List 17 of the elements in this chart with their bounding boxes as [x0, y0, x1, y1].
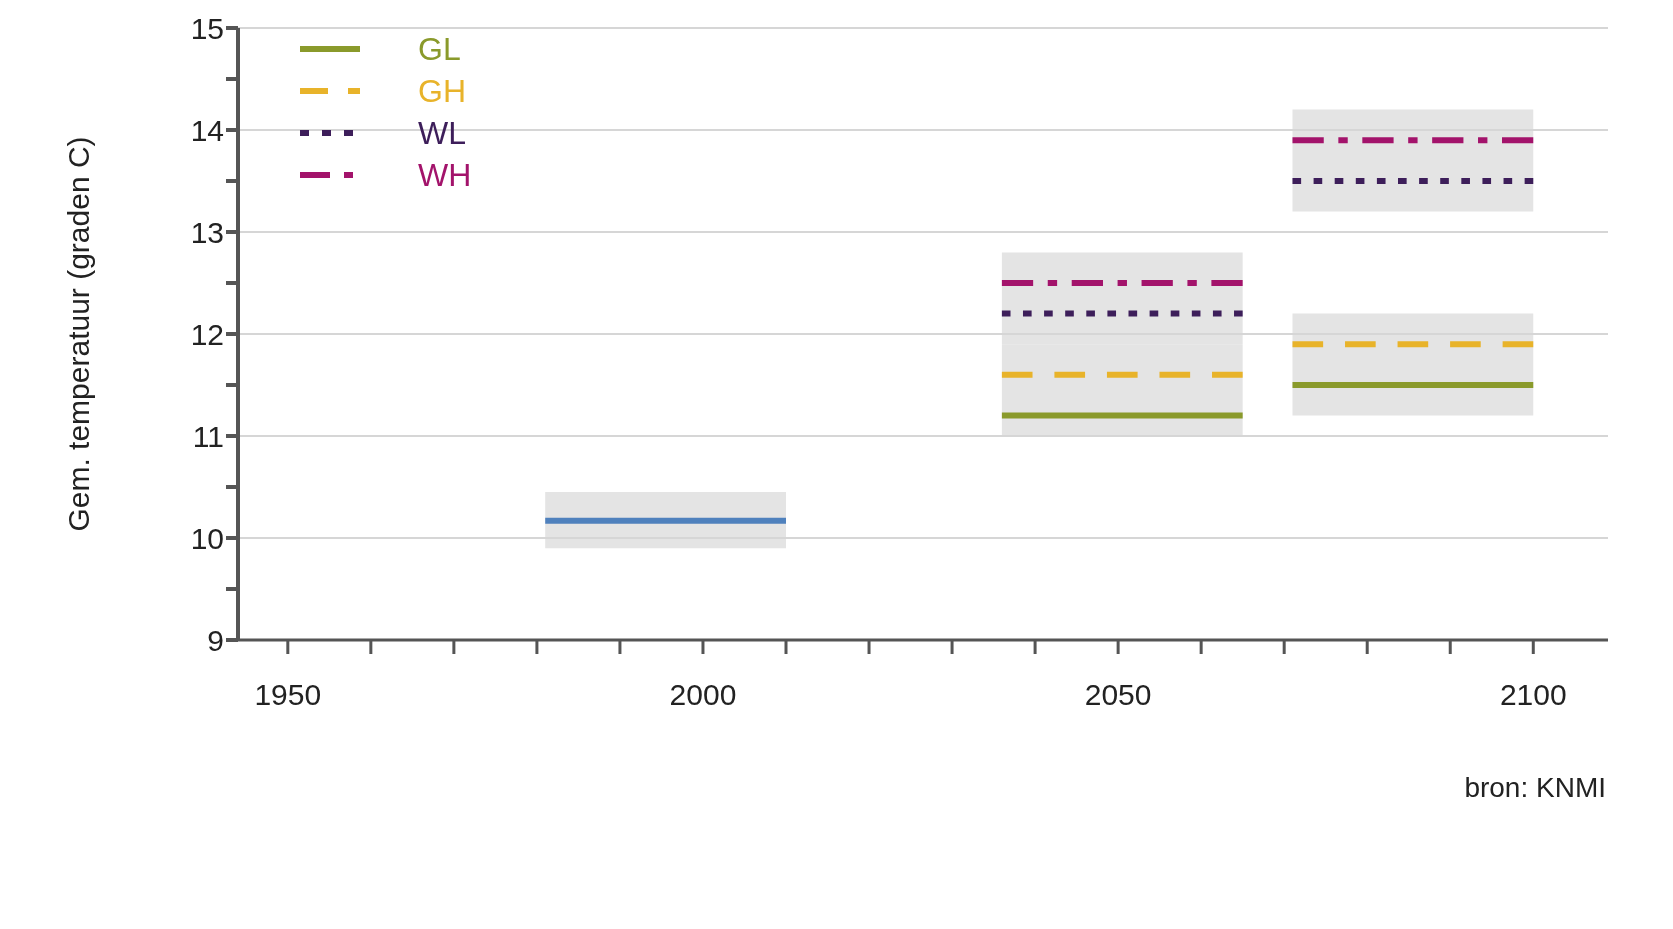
x-tick-label: 2100	[1499, 678, 1567, 712]
y-tick-label: 13	[190, 215, 224, 249]
y-tick-label: 10	[190, 521, 224, 555]
y-tick-label: 9	[207, 623, 224, 657]
y-axis-title: Gem. temperatuur (graden C)	[61, 136, 95, 532]
x-tick-label: 2000	[669, 678, 737, 712]
x-tick-label: 2050	[1084, 678, 1152, 712]
legend-label: WH	[418, 156, 472, 194]
y-tick-label: 15	[190, 11, 224, 45]
legend-label: GH	[418, 72, 466, 110]
y-tick-label: 12	[190, 317, 224, 351]
legend-label: WL	[418, 114, 466, 152]
legend-label: GL	[418, 30, 461, 68]
y-tick-label: 11	[192, 419, 224, 453]
y-tick-label: 14	[190, 113, 224, 147]
x-tick-label: 1950	[254, 678, 322, 712]
text: bron: KNMI	[1464, 772, 1606, 804]
